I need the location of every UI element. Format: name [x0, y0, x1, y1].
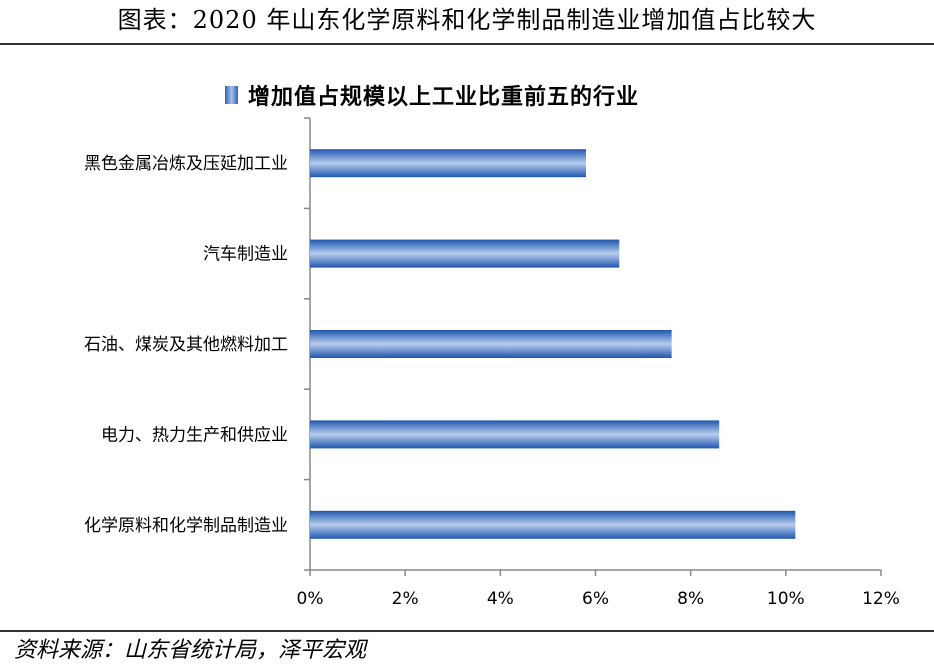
plot-area: 0% 2% 4% 6% 8% 10% 12% 黑色金属冶炼及压延加工业汽车制造业石油、煤炭及其…: [84, 117, 900, 609]
category-label: 黑色金属冶炼及压延加工业: [84, 154, 288, 174]
bar-chart: 0% 2% 4% 6% 8% 10% 12% 黑色金属冶炼及压延加工业汽车制造业石油、煤炭及其…: [84, 117, 900, 609]
x-tick-label: 8%: [677, 589, 704, 609]
category-label: 石油、煤炭及其他燃料加工: [84, 335, 288, 355]
bar: [310, 239, 620, 268]
bar: [310, 420, 720, 449]
category-label: 化学原料和化学制品制造业: [84, 516, 288, 536]
x-tick-label: 2%: [392, 589, 419, 609]
x-tick-label: 12%: [862, 589, 900, 609]
category-label: 汽车制造业: [203, 245, 288, 265]
page-title: 图表：2020 年山东化学原料和化学制品制造业增加值占比较大: [117, 6, 817, 34]
legend-label: 增加值占规模以上工业比重前五的行业: [248, 85, 640, 110]
category-label: 电力、热力生产和供应业: [101, 425, 288, 445]
source-note: 资料来源：山东省统计局，泽平宏观: [14, 638, 367, 663]
x-tick-label: 6%: [582, 589, 609, 609]
bar: [310, 330, 672, 358]
legend-swatch: [225, 86, 238, 104]
footer-divider: [0, 630, 934, 632]
chart-legend: 增加值占规模以上工业比重前五的行业: [225, 83, 639, 110]
x-tick-label: 4%: [487, 589, 514, 609]
title-divider: [0, 43, 934, 45]
x-tick-label: 10%: [767, 589, 805, 609]
x-tick-label: 0%: [297, 589, 324, 609]
bar: [310, 510, 796, 539]
bar: [310, 149, 586, 178]
